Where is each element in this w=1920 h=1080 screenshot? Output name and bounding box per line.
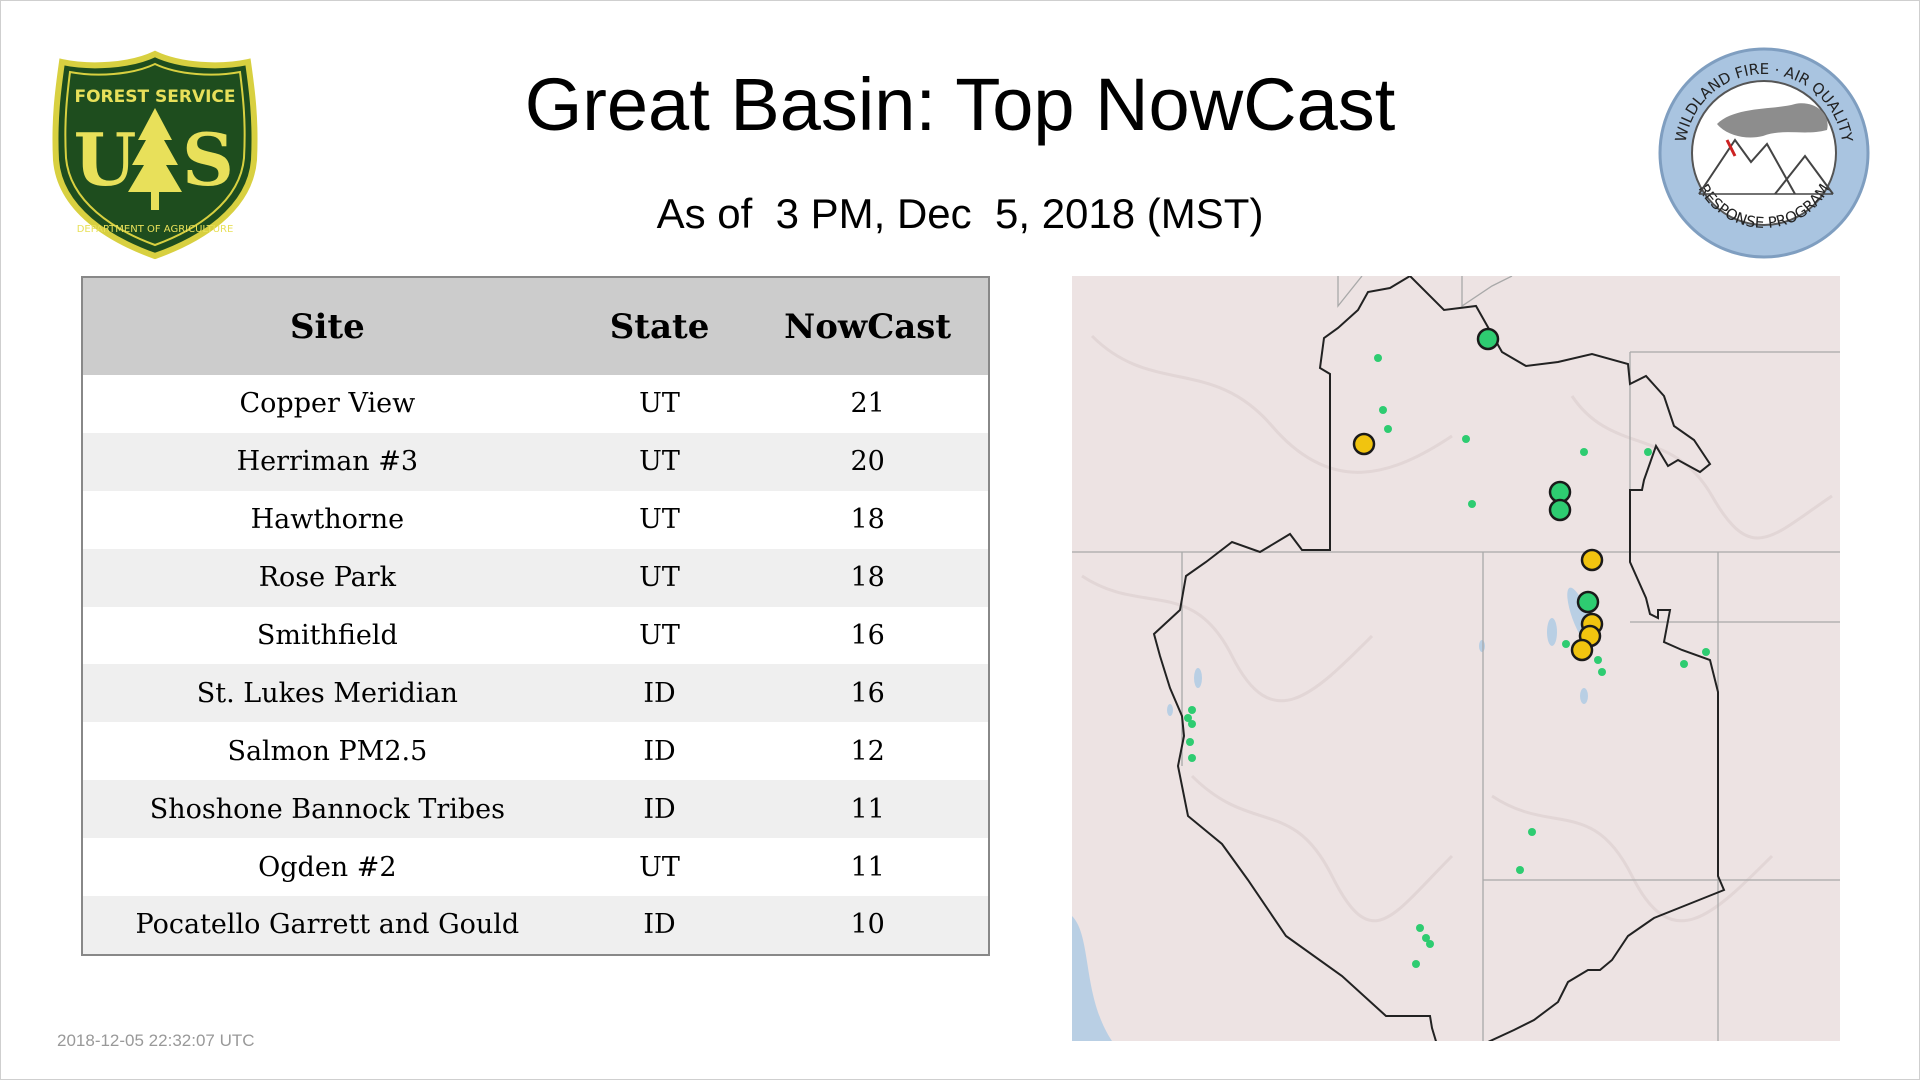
great-basin-map <box>1072 274 1840 1071</box>
column-header-site: Site <box>82 277 572 375</box>
table-row: Herriman #3 UT 20 <box>82 432 989 491</box>
monitor-markers <box>1352 327 1604 662</box>
table-row: Salmon PM2.5 ID 12 <box>82 722 989 781</box>
table-row: Rose Park UT 18 <box>82 548 989 607</box>
map-land <box>1072 276 1840 1041</box>
cell-state: UT <box>571 432 748 491</box>
cell-site: Salmon PM2.5 <box>82 722 572 781</box>
monitor-marker-good <box>1548 498 1572 522</box>
forest-service-logo-bottom-text: DEPARTMENT OF AGRICULTURE <box>77 224 234 235</box>
column-header-nowcast: NowCast <box>747 277 989 375</box>
cell-state: ID <box>571 664 748 723</box>
table-header-row: Site State NowCast <box>82 277 989 375</box>
cell-state: ID <box>571 722 748 781</box>
cell-nowcast: 21 <box>747 375 989 433</box>
nowcast-table: Site State NowCast Copper View UT 21 Her… <box>81 276 990 956</box>
cell-site: Herriman #3 <box>82 432 572 491</box>
map-canvas <box>1072 274 1840 1071</box>
column-header-state: State <box>571 277 748 375</box>
cell-site: Rose Park <box>82 548 572 607</box>
cell-nowcast: 10 <box>747 896 989 955</box>
pine-tree-icon <box>128 108 182 210</box>
cell-state: UT <box>571 548 748 607</box>
cell-nowcast: 16 <box>747 606 989 665</box>
cell-state: UT <box>571 375 748 433</box>
cell-nowcast: 16 <box>747 664 989 723</box>
page-subtitle: As of 3 PM, Dec 5, 2018 (MST) <box>656 190 1264 237</box>
great-basin-boundary <box>1152 274 1726 1071</box>
cell-site: Copper View <box>82 375 572 433</box>
cell-state: ID <box>571 780 748 839</box>
cell-nowcast: 11 <box>747 780 989 839</box>
cell-state: UT <box>571 606 748 665</box>
cell-site: Ogden #2 <box>82 838 572 897</box>
monitor-marker-moderate <box>1352 432 1376 456</box>
cell-state: UT <box>571 490 748 549</box>
cell-state: ID <box>571 896 748 955</box>
cell-site: Pocatello Garrett and Gould <box>82 896 572 955</box>
cell-nowcast: 11 <box>747 838 989 897</box>
forest-service-logo-top-text: FOREST SERVICE <box>74 87 235 107</box>
cell-site: Shoshone Bannock Tribes <box>82 780 572 839</box>
cell-nowcast: 18 <box>747 490 989 549</box>
table-row: St. Lukes Meridian ID 16 <box>82 664 989 723</box>
monitor-marker-good <box>1576 590 1600 614</box>
monitor-marker-moderate <box>1570 638 1594 662</box>
page-title: Great Basin: Top NowCast <box>524 63 1396 146</box>
cell-nowcast: 18 <box>747 548 989 607</box>
table-row: Ogden #2 UT 11 <box>82 838 989 897</box>
table-row: Pocatello Garrett and Gould ID 10 <box>82 896 989 955</box>
cell-state: UT <box>571 838 748 897</box>
wildland-fire-logo: WILDLAND FIRE · AIR QUALITY RESPONSE PRO… <box>1655 44 1873 262</box>
table-row: Hawthorne UT 18 <box>82 490 989 549</box>
cell-nowcast: 20 <box>747 432 989 491</box>
cell-site: Hawthorne <box>82 490 572 549</box>
table-row: Copper View UT 21 <box>82 375 989 433</box>
wildland-fire-air-quality-seal-icon: WILDLAND FIRE · AIR QUALITY RESPONSE PRO… <box>1658 47 1870 259</box>
cell-nowcast: 12 <box>747 722 989 781</box>
table-row: Shoshone Bannock Tribes ID 11 <box>82 780 989 839</box>
monitor-marker-good <box>1476 327 1500 351</box>
monitor-marker-moderate <box>1580 548 1604 572</box>
cell-site: St. Lukes Meridian <box>82 664 572 723</box>
footer-timestamp: 2018-12-05 22:32:07 UTC <box>57 1031 255 1050</box>
monitor-dots-good <box>1184 354 1710 968</box>
forest-service-logo: FOREST SERVICE U S DEPARTMENT OF AGRICUL… <box>50 50 260 260</box>
table-row: Smithfield UT 16 <box>82 606 989 665</box>
cell-site: Smithfield <box>82 606 572 665</box>
svg-text:U: U <box>74 117 137 202</box>
forest-service-shield-icon: FOREST SERVICE U S DEPARTMENT OF AGRICUL… <box>52 50 258 260</box>
svg-text:S: S <box>182 117 234 202</box>
